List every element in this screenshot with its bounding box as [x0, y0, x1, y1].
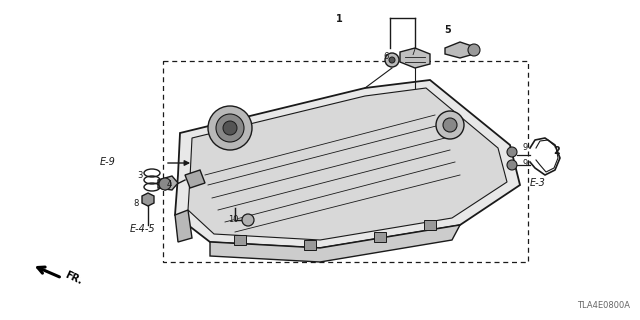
Circle shape: [443, 118, 457, 132]
Text: 4: 4: [167, 180, 172, 188]
Circle shape: [223, 121, 237, 135]
Polygon shape: [400, 48, 430, 68]
Circle shape: [389, 57, 395, 63]
Bar: [424, 220, 436, 230]
Polygon shape: [142, 193, 154, 206]
Text: 6: 6: [383, 52, 388, 61]
Bar: [163, 61, 528, 262]
Text: 5: 5: [445, 25, 451, 36]
Text: E-4-5: E-4-5: [129, 224, 155, 235]
Circle shape: [159, 178, 171, 190]
Circle shape: [468, 44, 480, 56]
Circle shape: [436, 111, 464, 139]
Circle shape: [216, 114, 244, 142]
Text: E-9: E-9: [100, 157, 115, 167]
Text: 9: 9: [522, 143, 527, 152]
Text: 9: 9: [522, 159, 527, 168]
Circle shape: [242, 214, 254, 226]
Bar: [374, 232, 386, 242]
Text: 2: 2: [554, 146, 560, 156]
Text: 3: 3: [137, 171, 142, 180]
Polygon shape: [210, 225, 460, 262]
Polygon shape: [445, 42, 474, 58]
Text: 8: 8: [133, 199, 138, 208]
Polygon shape: [158, 176, 178, 190]
Circle shape: [507, 147, 517, 157]
Circle shape: [385, 53, 399, 67]
Text: FR.: FR.: [63, 270, 84, 286]
Bar: [234, 235, 246, 245]
Circle shape: [507, 160, 517, 170]
Text: E-3: E-3: [530, 178, 545, 188]
Text: 7: 7: [410, 48, 415, 57]
Text: 10: 10: [228, 215, 238, 224]
Circle shape: [208, 106, 252, 150]
Text: 1: 1: [336, 13, 342, 24]
Polygon shape: [188, 88, 507, 240]
Polygon shape: [185, 170, 205, 188]
Polygon shape: [175, 80, 520, 248]
Polygon shape: [175, 210, 192, 242]
Bar: [304, 240, 316, 250]
Text: TLA4E0800A: TLA4E0800A: [577, 301, 630, 310]
